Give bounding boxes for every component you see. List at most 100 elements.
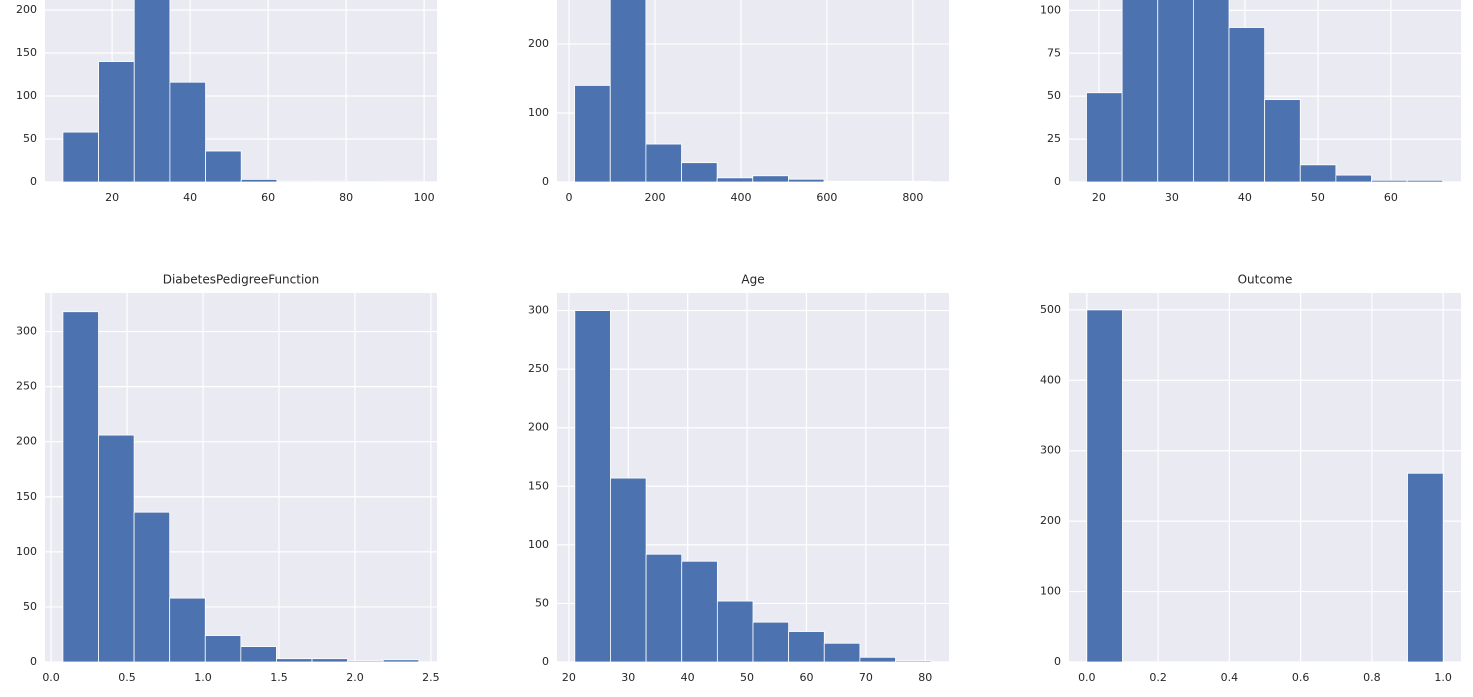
x-tick-label: 50 xyxy=(740,671,754,684)
y-tick-label: 100 xyxy=(1040,585,1061,598)
x-tick-label: 0 xyxy=(566,191,573,204)
y-tick-label: 100 xyxy=(1040,3,1061,16)
bar xyxy=(574,85,611,183)
y-tick-label: 150 xyxy=(528,479,549,492)
y-tick-label: 150 xyxy=(16,46,37,59)
y-tick-label: 400 xyxy=(1040,373,1061,386)
x-tick-label: 600 xyxy=(816,191,837,204)
bar xyxy=(240,646,277,663)
x-tick-label: 30 xyxy=(621,671,635,684)
y-tick-label: 100 xyxy=(528,106,549,119)
y-tick-label: 500 xyxy=(1040,303,1061,316)
bar xyxy=(716,177,754,183)
x-tick-label: 70 xyxy=(859,671,873,684)
chart-title: Age xyxy=(741,273,764,287)
bar xyxy=(1192,0,1230,183)
y-tick-label: 200 xyxy=(1040,514,1061,527)
y-tick-label: 200 xyxy=(528,421,549,434)
y-tick-label: 0 xyxy=(542,175,549,188)
bar xyxy=(788,178,825,183)
x-tick-label: 0.2 xyxy=(1149,671,1167,684)
x-tick-label: 0.0 xyxy=(1078,671,1096,684)
bar xyxy=(205,150,242,183)
y-tick-label: 0 xyxy=(1054,655,1061,668)
y-tick-label: 250 xyxy=(16,380,37,393)
x-tick-label: 0.4 xyxy=(1221,671,1239,684)
bar xyxy=(62,131,99,183)
bar xyxy=(716,600,754,663)
bar xyxy=(1121,0,1159,183)
y-tick-label: 100 xyxy=(16,89,37,102)
x-tick-label: 1.5 xyxy=(270,671,288,684)
bar xyxy=(1335,174,1372,183)
bar xyxy=(574,310,611,663)
bar xyxy=(240,179,278,183)
bar xyxy=(1157,0,1194,183)
plot-background xyxy=(1069,293,1461,662)
bar xyxy=(610,477,647,663)
x-tick-label: 30 xyxy=(1165,191,1179,204)
bar xyxy=(204,635,242,663)
y-tick-label: 75 xyxy=(1047,46,1061,59)
x-tick-label: 40 xyxy=(183,191,197,204)
bar xyxy=(347,660,384,663)
x-tick-label: 80 xyxy=(339,191,353,204)
bar xyxy=(169,597,206,663)
bar xyxy=(681,560,718,663)
bar xyxy=(311,658,348,663)
bar xyxy=(312,180,349,183)
y-tick-label: 50 xyxy=(1047,89,1061,102)
y-tick-label: 300 xyxy=(16,325,37,338)
x-tick-label: 1.0 xyxy=(194,671,212,684)
bar xyxy=(895,660,932,663)
x-tick-label: 40 xyxy=(681,671,695,684)
y-tick-label: 300 xyxy=(1040,444,1061,457)
y-tick-label: 0 xyxy=(30,655,37,668)
x-tick-label: 100 xyxy=(414,191,435,204)
x-tick-label: 60 xyxy=(799,671,813,684)
x-tick-label: 20 xyxy=(562,671,576,684)
x-tick-label: 2.0 xyxy=(346,671,364,684)
x-tick-label: 2.5 xyxy=(422,671,440,684)
bar xyxy=(609,0,647,183)
y-tick-label: 0 xyxy=(1054,175,1061,188)
bar xyxy=(98,434,135,663)
x-tick-label: 20 xyxy=(105,191,119,204)
x-tick-label: 800 xyxy=(902,191,923,204)
bar xyxy=(276,658,313,663)
bar xyxy=(133,511,171,663)
y-tick-label: 200 xyxy=(528,37,549,50)
y-tick-label: 50 xyxy=(23,132,37,145)
bar xyxy=(133,0,171,183)
y-tick-label: 0 xyxy=(30,175,37,188)
y-tick-label: 50 xyxy=(23,600,37,613)
y-tick-label: 50 xyxy=(535,596,549,609)
bar xyxy=(859,656,896,663)
chart-title: DiabetesPedigreeFunction xyxy=(163,273,320,287)
bar xyxy=(645,143,682,183)
x-tick-label: 40 xyxy=(1238,191,1252,204)
y-tick-label: 200 xyxy=(16,3,37,16)
y-tick-label: 100 xyxy=(528,538,549,551)
x-tick-label: 0.8 xyxy=(1363,671,1381,684)
x-tick-label: 0.0 xyxy=(42,671,60,684)
y-tick-label: 150 xyxy=(16,490,37,503)
bar xyxy=(1406,179,1444,183)
bar xyxy=(681,162,718,183)
x-tick-label: 20 xyxy=(1092,191,1106,204)
bar xyxy=(1228,27,1266,183)
y-tick-label: 200 xyxy=(16,435,37,448)
y-tick-label: 300 xyxy=(528,304,549,317)
y-tick-label: 0 xyxy=(542,655,549,668)
bar xyxy=(98,61,135,183)
x-tick-label: 80 xyxy=(918,671,932,684)
bar xyxy=(276,180,313,183)
bar xyxy=(382,659,420,663)
x-tick-label: 200 xyxy=(645,191,666,204)
bar xyxy=(894,180,932,183)
bar xyxy=(1299,164,1337,183)
bar xyxy=(1371,179,1408,183)
y-tick-label: 25 xyxy=(1047,132,1061,145)
